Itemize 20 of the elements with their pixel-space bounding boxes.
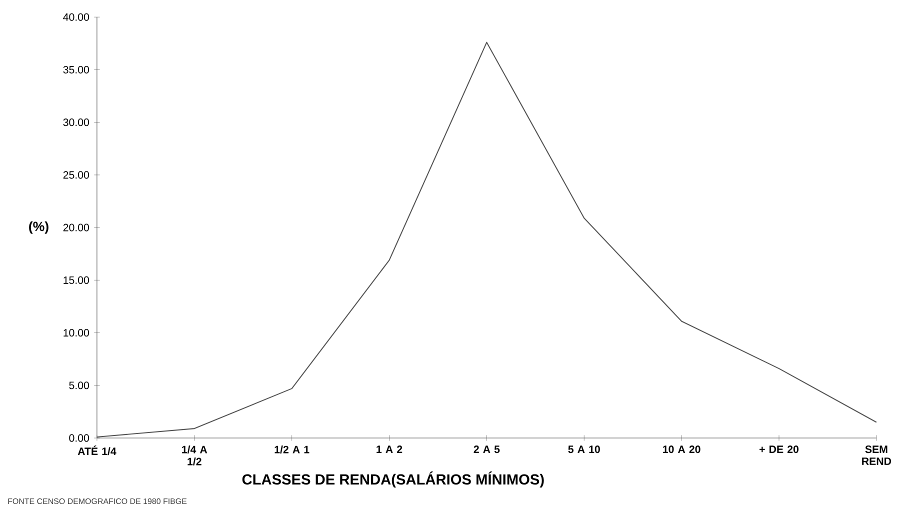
y-tick-label: 5.00: [69, 382, 90, 390]
x-tick-label: 5 A 10: [568, 446, 600, 454]
y-tick-label: 20.00: [63, 224, 90, 232]
x-tick-label: ATÉ 1/4: [78, 446, 116, 456]
y-tick-label: 25.00: [63, 171, 90, 179]
y-tick-label: 0.00: [69, 434, 90, 442]
y-tick-label: 40.00: [63, 13, 90, 21]
y-tick-label: 15.00: [64, 276, 90, 284]
x-tick-label: 1/2 A 1: [274, 446, 310, 454]
y-tick-label: 30.00: [63, 118, 90, 126]
y-tick-label: 10.00: [64, 329, 90, 337]
x-axis-title: CLASSES DE RENDA(SALÁRIOS MÍNIMOS): [242, 472, 544, 488]
y-axis-title: (%): [29, 221, 48, 234]
x-tick-label: 2 A 5: [474, 446, 500, 454]
x-tick-label: 1/4 A 1/2: [182, 446, 208, 466]
x-tick-label: + DE 20: [760, 446, 798, 454]
x-tick-label: SEM REND: [862, 446, 892, 465]
y-tick-label: 35.00: [63, 66, 90, 74]
x-tick-label: 10 A 20: [663, 446, 700, 454]
x-tick-label: 1 A 2: [376, 446, 402, 453]
